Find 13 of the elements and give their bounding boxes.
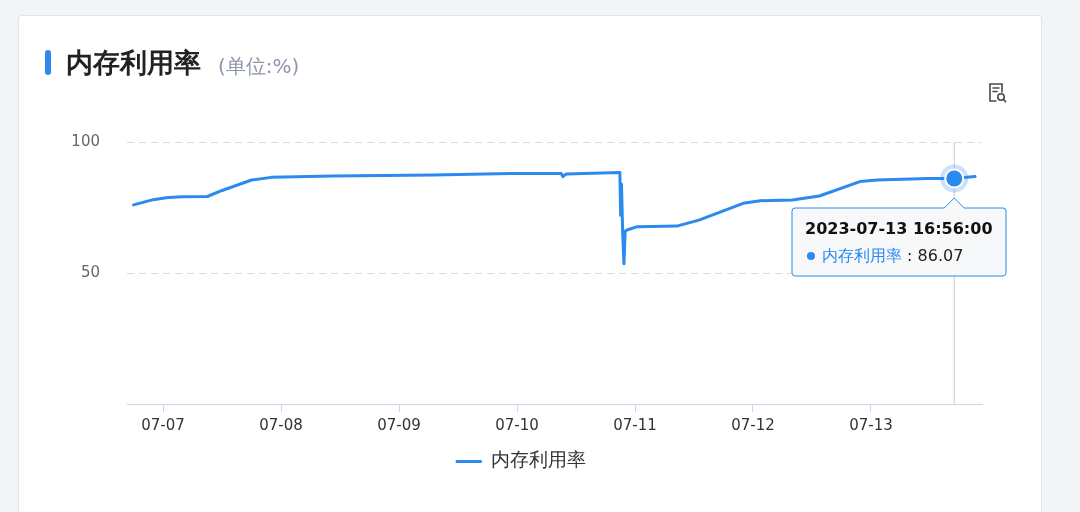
legend-label: 内存利用率	[491, 448, 587, 471]
x-tick-label: 07-09	[377, 415, 421, 434]
x-tick-label: 07-07	[141, 415, 185, 434]
y-tick-label: 100	[71, 131, 100, 150]
x-tick-label: 07-08	[259, 415, 303, 434]
x-tick-label: 07-11	[613, 415, 657, 434]
chart-subtitle: (单位:%)	[218, 54, 300, 78]
annotation: 2023-07-13 16:56:00 内存利用率 : 86.07	[805, 219, 993, 265]
x-tick-label: 07-12	[731, 415, 775, 434]
x-tick-label: 07-10	[495, 415, 539, 434]
y-tick-label: 50	[80, 262, 100, 281]
x-tick-label: 07-13	[849, 415, 893, 434]
chart-title: 内存利用率	[66, 47, 201, 79]
